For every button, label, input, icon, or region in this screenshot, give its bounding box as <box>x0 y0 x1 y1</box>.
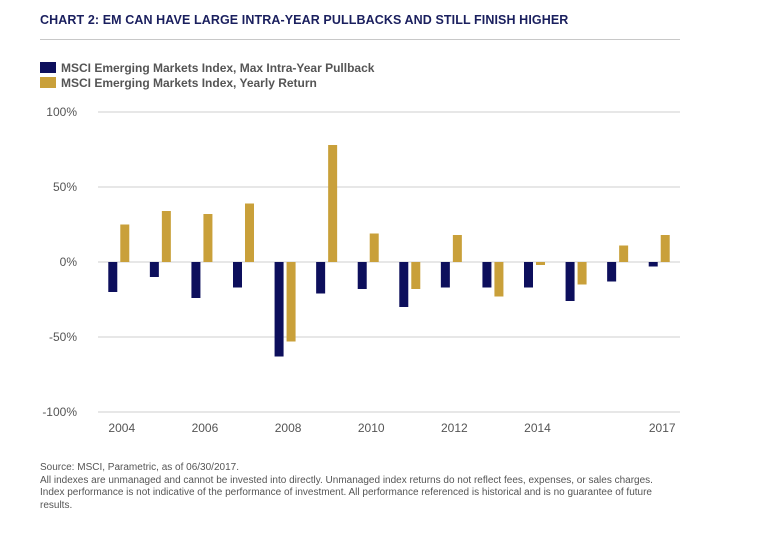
legend-swatch-pullback <box>40 62 56 73</box>
legend-item-yearly-return: MSCI Emerging Markets Index, Yearly Retu… <box>40 75 374 90</box>
bar-yearly-return <box>619 245 629 262</box>
x-tick-label: 2017 <box>649 421 676 435</box>
y-tick-label: 50% <box>53 180 77 194</box>
y-tick-label: 0% <box>60 255 78 269</box>
bar-yearly-return <box>452 235 462 262</box>
bar-yearly-return <box>120 224 130 262</box>
bar-yearly-return <box>369 233 379 262</box>
bar-pullback <box>233 262 242 288</box>
bar-pullback <box>648 262 658 267</box>
title-divider <box>40 39 680 40</box>
bar-yearly-return <box>203 214 213 262</box>
bar-yearly-return <box>536 262 545 265</box>
x-tick-label: 2006 <box>192 421 219 435</box>
footnote: Source: MSCI, Parametric, as of 06/30/20… <box>40 462 680 512</box>
bar-yearly-return <box>411 262 421 289</box>
y-tick-label: -100% <box>42 405 77 419</box>
bar-pullback <box>565 262 575 301</box>
x-tick-label: 2012 <box>441 421 468 435</box>
bar-pullback <box>440 262 450 288</box>
bar-yearly-return <box>245 203 254 262</box>
bar-yearly-return <box>577 262 587 285</box>
legend-item-pullback: MSCI Emerging Markets Index, Max Intra-Y… <box>40 60 374 75</box>
bar-pullback <box>482 262 492 288</box>
legend-label-yearly-return: MSCI Emerging Markets Index, Yearly Retu… <box>61 75 317 90</box>
x-tick-label: 2014 <box>524 421 551 435</box>
bar-yearly-return <box>328 145 338 262</box>
bar-pullback <box>357 262 367 289</box>
bar-pullback <box>191 262 201 298</box>
bar-pullback <box>607 262 617 282</box>
bar-yearly-return <box>161 211 171 262</box>
legend-label-pullback: MSCI Emerging Markets Index, Max Intra-Y… <box>61 60 375 75</box>
y-tick-label: 100% <box>46 105 77 119</box>
y-tick-label: -50% <box>49 330 77 344</box>
bar-pullback <box>274 262 284 357</box>
footnote-source: Source: MSCI, Parametric, as of 06/30/20… <box>40 462 239 473</box>
bar-pullback <box>149 262 159 277</box>
legend-swatch-yearly-return <box>40 77 56 88</box>
footnote-disclaimer: All indexes are unmanaged and cannot be … <box>40 474 653 511</box>
bar-yearly-return <box>660 235 670 262</box>
bar-pullback <box>316 262 326 294</box>
x-tick-label: 2010 <box>358 421 385 435</box>
bar-pullback <box>524 262 533 288</box>
bar-pullback <box>108 262 118 292</box>
chart-legend: MSCI Emerging Markets Index, Max Intra-Y… <box>40 60 374 90</box>
bar-yearly-return <box>494 262 504 297</box>
x-tick-label: 2008 <box>275 421 302 435</box>
bar-pullback <box>399 262 409 307</box>
bar-yearly-return <box>286 262 296 342</box>
chart-title: CHART 2: EM CAN HAVE LARGE INTRA-YEAR PU… <box>40 13 569 27</box>
x-tick-label: 2004 <box>108 421 135 435</box>
